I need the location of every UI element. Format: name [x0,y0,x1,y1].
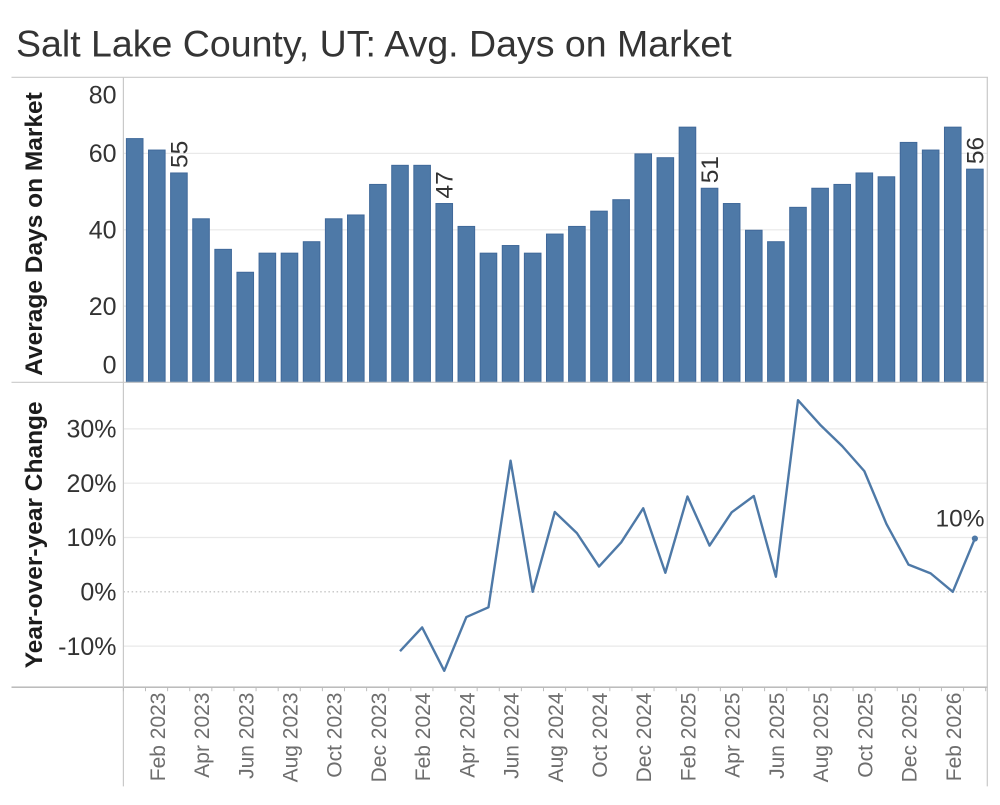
svg-text:-10%: -10% [58,633,116,661]
svg-text:80: 80 [89,81,117,109]
svg-text:Feb 2024: Feb 2024 [412,692,435,781]
svg-text:Jun 2023: Jun 2023 [235,693,258,779]
svg-text:55: 55 [166,141,193,168]
svg-text:Aug 2025: Aug 2025 [810,693,833,783]
svg-text:10%: 10% [66,524,116,552]
svg-text:Apr 2023: Apr 2023 [191,693,214,778]
svg-text:Dec 2023: Dec 2023 [368,693,391,783]
svg-text:0%: 0% [80,579,116,607]
svg-text:40: 40 [89,217,117,245]
svg-text:10%: 10% [936,506,985,533]
svg-text:Apr 2025: Apr 2025 [722,693,745,778]
svg-text:Aug 2023: Aug 2023 [279,693,302,783]
svg-text:Salt Lake County, UT: Avg. Day: Salt Lake County, UT: Avg. Days on Marke… [16,23,732,65]
svg-text:20: 20 [89,293,117,321]
svg-text:0: 0 [103,352,117,380]
svg-text:Year-over-year Change: Year-over-year Change [21,401,48,668]
svg-text:56: 56 [962,137,989,164]
svg-text:Aug 2024: Aug 2024 [545,692,568,782]
svg-text:Oct 2023: Oct 2023 [324,693,347,778]
svg-text:Oct 2025: Oct 2025 [854,693,877,778]
svg-text:Feb 2025: Feb 2025 [677,693,700,782]
svg-text:51: 51 [697,156,724,183]
svg-text:Feb 2023: Feb 2023 [147,693,170,782]
svg-text:Dec 2025: Dec 2025 [899,693,922,783]
svg-text:Dec 2024: Dec 2024 [633,692,656,782]
svg-text:Average Days on Market: Average Days on Market [21,92,48,376]
svg-text:20%: 20% [66,470,116,498]
svg-text:60: 60 [89,140,117,168]
svg-text:30%: 30% [66,416,116,444]
svg-text:Feb 2026: Feb 2026 [943,693,966,782]
svg-text:Jun 2024: Jun 2024 [501,692,524,779]
svg-text:Apr 2024: Apr 2024 [456,692,479,778]
svg-text:Jun 2025: Jun 2025 [766,693,789,779]
svg-text:47: 47 [432,171,459,198]
svg-text:Oct 2024: Oct 2024 [589,692,612,778]
